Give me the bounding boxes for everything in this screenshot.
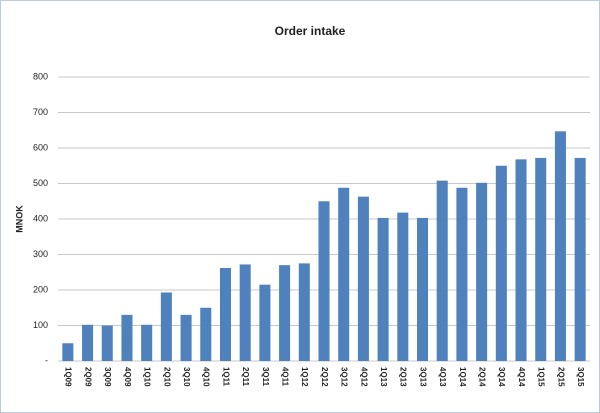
x-tick-label: 2Q09	[83, 367, 92, 387]
y-tick-label: 500	[33, 178, 48, 188]
bar	[259, 284, 271, 361]
x-tick-label: 4Q09	[123, 367, 132, 387]
x-tick-label: 3Q09	[103, 367, 112, 387]
x-tick-label: 3Q10	[182, 367, 191, 387]
bar	[436, 180, 448, 361]
bar	[141, 324, 153, 361]
y-tick-label: 700	[33, 107, 48, 117]
x-tick-label: 2Q10	[162, 367, 171, 387]
bar	[377, 217, 389, 361]
chart-title: Order intake	[275, 24, 346, 38]
y-tick-label: 100	[33, 320, 48, 330]
x-tick-label: 4Q13	[438, 367, 447, 387]
x-tick-label: 3Q14	[497, 367, 506, 387]
x-tick-label: 2Q14	[478, 367, 487, 387]
y-axis-label: MNOK	[14, 205, 24, 233]
x-tick-label: 3Q11	[261, 367, 270, 387]
y-tick-label: -	[45, 355, 48, 365]
y-tick-label: 400	[33, 213, 48, 223]
bar	[357, 196, 369, 361]
x-tick-label: 1Q12	[300, 367, 309, 387]
x-tick-label: 2Q11	[241, 367, 250, 387]
bar	[180, 314, 192, 361]
bar	[456, 187, 468, 361]
x-tick-label: 1Q15	[537, 367, 546, 387]
y-tick-label: 300	[33, 249, 48, 259]
bar	[318, 201, 330, 361]
bar	[239, 264, 251, 361]
bar	[515, 159, 527, 361]
bar	[397, 212, 409, 361]
bar	[160, 292, 172, 361]
x-tick-label: 4Q10	[202, 367, 211, 387]
x-tick-label: 2Q12	[320, 367, 329, 387]
x-tick-label: 1Q10	[143, 367, 152, 387]
bar	[219, 267, 231, 361]
bar	[279, 265, 291, 361]
bar	[200, 307, 212, 361]
bar	[495, 165, 507, 361]
y-tick-label: 200	[33, 284, 48, 294]
x-tick-label: 1Q14	[458, 367, 467, 387]
y-tick-label: 600	[33, 142, 48, 152]
x-tick-label: 3Q15	[576, 367, 585, 387]
x-tick-label: 1Q13	[379, 367, 388, 387]
bar	[535, 157, 547, 361]
x-tick-label: 4Q14	[517, 367, 526, 387]
x-tick-label: 2Q15	[556, 367, 565, 387]
bar	[82, 324, 94, 361]
bar	[62, 343, 74, 361]
bar	[554, 131, 566, 361]
x-tick-label: 4Q11	[280, 367, 289, 387]
x-tick-label: 3Q13	[418, 367, 427, 387]
bar	[574, 157, 586, 361]
x-tick-label: 2Q13	[399, 367, 408, 387]
x-tick-label: 1Q09	[64, 367, 73, 387]
y-tick-label: 800	[33, 71, 48, 81]
bar	[476, 182, 488, 361]
bar	[101, 325, 113, 361]
bar	[417, 217, 429, 361]
bar	[298, 263, 310, 361]
x-tick-label: 4Q12	[359, 367, 368, 387]
bar	[121, 314, 133, 361]
x-tick-label: 3Q12	[340, 367, 349, 387]
bar	[338, 187, 350, 361]
x-tick-label: 1Q11	[221, 367, 230, 387]
